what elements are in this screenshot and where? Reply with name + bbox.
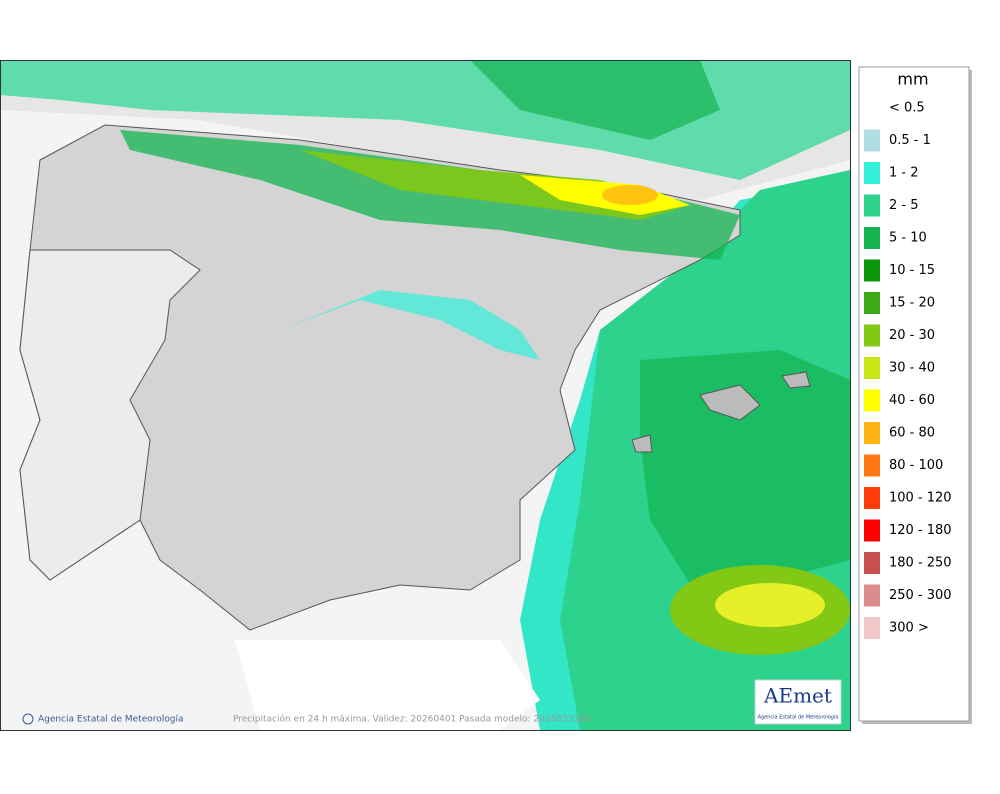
legend-swatch [864, 227, 880, 249]
legend-swatch [864, 617, 880, 639]
logo-subtitle: Agencia Estatal de Meteorología [758, 714, 839, 721]
med-precip-5 [715, 583, 825, 627]
legend-label: < 0.5 [889, 101, 925, 116]
credit: Agencia Estatal de Meteorología [38, 715, 184, 725]
north-band [120, 130, 740, 260]
map: Agencia Estatal de Meteorología Precipit… [0, 60, 851, 731]
legend-label: 30 - 40 [889, 361, 935, 376]
legend-label: 300 > [889, 621, 929, 636]
legend-swatch [864, 324, 880, 347]
legend-swatch [864, 357, 880, 379]
legend-label: 80 - 100 [889, 458, 943, 473]
legend-label: 2 - 5 [889, 198, 919, 213]
logo: AEmet [763, 684, 832, 708]
ibiza [631, 434, 653, 453]
legend-label: 1 - 2 [889, 166, 919, 181]
legend-label: 120 - 180 [889, 523, 952, 538]
legend-swatch [864, 552, 880, 574]
alboran [235, 640, 540, 730]
menorca [781, 371, 811, 389]
copyright-icon [22, 713, 34, 725]
legend-swatch [864, 292, 880, 314]
legend-swatch [864, 129, 880, 152]
legend-swatch [864, 519, 880, 542]
legend-label: 10 - 15 [889, 263, 935, 278]
north-precip-core [470, 60, 720, 140]
legend-label: 20 - 30 [889, 328, 935, 343]
med-precip-3 [640, 350, 850, 600]
north-band-4 [602, 185, 658, 205]
central-precip [280, 290, 540, 360]
legend-swatch [864, 259, 880, 282]
logo-box [754, 679, 842, 725]
legend-title: mm [897, 70, 928, 89]
mallorca [699, 384, 761, 421]
portugal [19, 249, 201, 581]
map-frame [0, 60, 851, 731]
legend-swatch [864, 454, 880, 477]
legend-swatch [864, 487, 880, 509]
legend-swatch [864, 584, 880, 607]
legend-label: 15 - 20 [889, 296, 935, 311]
legend-label: 0.5 - 1 [889, 133, 931, 148]
caption: Precipitación en 24 h máxima. Validez: 2… [233, 714, 591, 725]
legend-swatch [864, 194, 880, 217]
legend: mm < 0.5 0.5 - 1 1 - 2 2 - 5 5 - 10 10 - 15 15… [858, 66, 972, 724]
legend-label: 40 - 60 [889, 393, 935, 408]
legend-label: 250 - 300 [889, 588, 952, 603]
legend-label: 60 - 80 [889, 426, 935, 441]
legend-label: 5 - 10 [889, 231, 927, 246]
legend-swatch [864, 389, 880, 412]
legend-label: 180 - 250 [889, 556, 952, 571]
legend-label: 100 - 120 [889, 491, 952, 506]
legend-swatch [864, 422, 880, 444]
legend-swatch [864, 162, 880, 184]
